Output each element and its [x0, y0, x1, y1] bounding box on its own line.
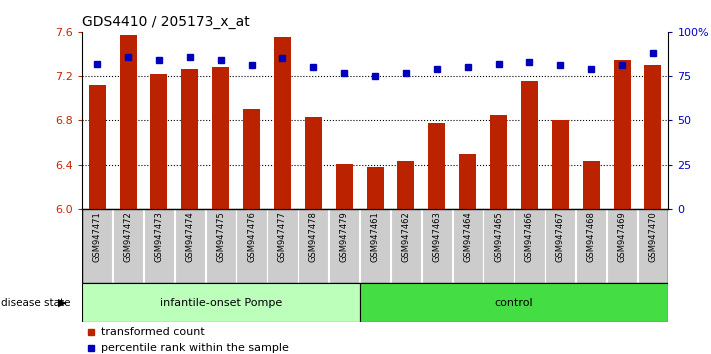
Bar	[452, 209, 483, 283]
Bar	[119, 35, 137, 209]
Bar	[391, 209, 421, 283]
Text: GDS4410 / 205173_x_at: GDS4410 / 205173_x_at	[82, 16, 250, 29]
Bar	[583, 161, 599, 209]
Bar	[422, 209, 452, 283]
Text: percentile rank within the sample: percentile rank within the sample	[100, 343, 289, 353]
Text: GSM947465: GSM947465	[494, 211, 503, 262]
Text: transformed count: transformed count	[100, 327, 204, 337]
Text: GSM947467: GSM947467	[556, 211, 565, 262]
Text: GSM947479: GSM947479	[340, 211, 348, 262]
Bar	[360, 209, 390, 283]
Bar	[237, 209, 267, 283]
Bar	[490, 115, 507, 209]
Bar	[267, 209, 298, 283]
Bar	[274, 38, 291, 209]
Text: ▶: ▶	[58, 298, 66, 308]
Text: GSM947470: GSM947470	[648, 211, 658, 262]
Bar	[552, 120, 569, 209]
Bar	[521, 80, 538, 209]
Bar	[89, 85, 106, 209]
Bar	[644, 65, 661, 209]
Text: GSM947461: GSM947461	[370, 211, 380, 262]
Bar	[397, 161, 415, 209]
Bar	[181, 69, 198, 209]
Bar	[576, 209, 606, 283]
Bar	[367, 167, 383, 209]
Text: GSM947472: GSM947472	[124, 211, 132, 262]
Bar	[205, 209, 236, 283]
Bar	[151, 74, 167, 209]
Bar	[329, 209, 359, 283]
Bar	[82, 283, 360, 322]
Bar	[298, 209, 328, 283]
Text: GSM947462: GSM947462	[402, 211, 410, 262]
Text: GSM947478: GSM947478	[309, 211, 318, 262]
Bar	[514, 209, 545, 283]
Bar	[360, 283, 668, 322]
Bar	[428, 122, 445, 209]
Bar	[175, 209, 205, 283]
Text: GSM947475: GSM947475	[216, 211, 225, 262]
Text: GSM947471: GSM947471	[92, 211, 102, 262]
Bar	[607, 209, 637, 283]
Bar	[82, 209, 112, 283]
Text: GSM947468: GSM947468	[587, 211, 596, 262]
Text: infantile-onset Pompe: infantile-onset Pompe	[159, 298, 282, 308]
Bar	[243, 109, 260, 209]
Bar	[305, 117, 322, 209]
Bar	[336, 164, 353, 209]
Text: GSM947463: GSM947463	[432, 211, 442, 262]
Bar	[483, 209, 513, 283]
Text: GSM947477: GSM947477	[278, 211, 287, 262]
Text: GSM947474: GSM947474	[186, 211, 194, 262]
Bar	[113, 209, 143, 283]
Bar	[638, 209, 668, 283]
Text: GSM947469: GSM947469	[618, 211, 626, 262]
Bar	[212, 67, 229, 209]
Text: disease state: disease state	[1, 298, 71, 308]
Bar	[459, 154, 476, 209]
Text: GSM947466: GSM947466	[525, 211, 534, 262]
Text: GSM947476: GSM947476	[247, 211, 256, 262]
Text: control: control	[495, 298, 533, 308]
Text: GSM947464: GSM947464	[463, 211, 472, 262]
Bar	[545, 209, 575, 283]
Bar	[614, 59, 631, 209]
Bar	[144, 209, 174, 283]
Text: GSM947473: GSM947473	[154, 211, 164, 262]
